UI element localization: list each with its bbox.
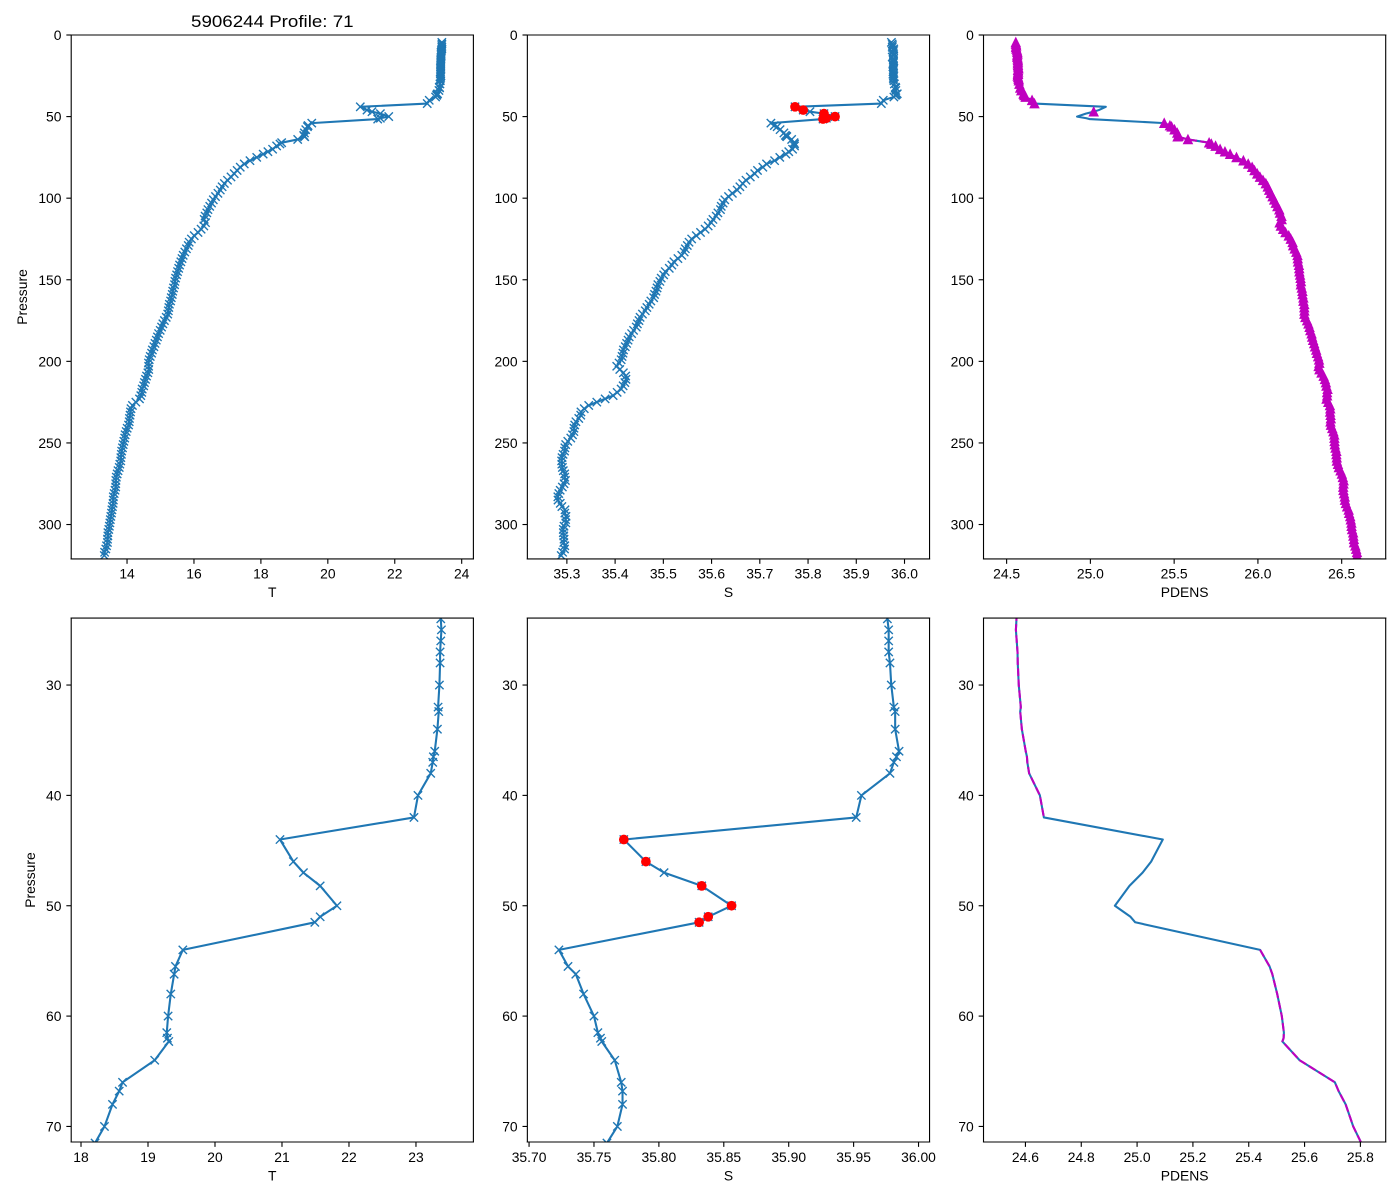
- svg-text:40: 40: [502, 787, 518, 803]
- svg-text:18: 18: [73, 1149, 89, 1165]
- svg-text:35.6: 35.6: [698, 566, 725, 582]
- svg-text:26.0: 26.0: [1244, 566, 1271, 582]
- svg-text:Pressure: Pressure: [22, 852, 38, 908]
- svg-text:22: 22: [387, 566, 403, 582]
- svg-text:300: 300: [951, 517, 974, 533]
- svg-text:25.6: 25.6: [1291, 1149, 1318, 1165]
- svg-text:20: 20: [207, 1149, 223, 1165]
- svg-text:35.9: 35.9: [843, 566, 870, 582]
- svg-text:25.4: 25.4: [1235, 1149, 1262, 1165]
- svg-text:200: 200: [494, 353, 517, 369]
- svg-text:35.70: 35.70: [512, 1149, 547, 1165]
- svg-text:26.5: 26.5: [1328, 566, 1355, 582]
- svg-text:S: S: [724, 584, 733, 600]
- svg-text:25.0: 25.0: [1077, 566, 1104, 582]
- svg-text:23: 23: [408, 1149, 424, 1165]
- svg-text:24: 24: [454, 566, 470, 582]
- svg-text:60: 60: [958, 1008, 974, 1024]
- svg-text:40: 40: [958, 787, 974, 803]
- svg-text:200: 200: [38, 353, 61, 369]
- svg-text:35.75: 35.75: [577, 1149, 612, 1165]
- svg-text:50: 50: [958, 898, 974, 914]
- svg-text:0: 0: [966, 27, 974, 43]
- svg-text:200: 200: [951, 353, 974, 369]
- svg-text:21: 21: [274, 1149, 290, 1165]
- svg-text:35.8: 35.8: [795, 566, 822, 582]
- svg-text:60: 60: [502, 1008, 518, 1024]
- svg-text:35.5: 35.5: [650, 566, 677, 582]
- svg-text:25.0: 25.0: [1124, 1149, 1151, 1165]
- svg-text:0: 0: [510, 27, 518, 43]
- svg-text:35.95: 35.95: [836, 1149, 871, 1165]
- svg-text:25.5: 25.5: [1161, 566, 1188, 582]
- svg-text:150: 150: [951, 272, 974, 288]
- svg-text:Pressure: Pressure: [14, 269, 30, 325]
- svg-text:0: 0: [54, 27, 62, 43]
- svg-text:14: 14: [119, 566, 135, 582]
- svg-text:50: 50: [502, 898, 518, 914]
- svg-text:70: 70: [502, 1118, 518, 1134]
- svg-text:18: 18: [253, 566, 269, 582]
- svg-text:24.6: 24.6: [1012, 1149, 1039, 1165]
- svg-text:T: T: [268, 584, 277, 600]
- svg-text:35.80: 35.80: [642, 1149, 677, 1165]
- svg-text:25.8: 25.8: [1347, 1149, 1374, 1165]
- svg-text:300: 300: [494, 517, 517, 533]
- svg-text:35.3: 35.3: [553, 566, 580, 582]
- svg-text:35.90: 35.90: [771, 1149, 806, 1165]
- svg-text:36.0: 36.0: [891, 566, 918, 582]
- svg-text:30: 30: [46, 677, 62, 693]
- svg-text:24.8: 24.8: [1068, 1149, 1095, 1165]
- svg-text:250: 250: [951, 435, 974, 451]
- svg-text:50: 50: [46, 109, 62, 125]
- svg-text:S: S: [724, 1167, 733, 1183]
- svg-text:150: 150: [494, 272, 517, 288]
- svg-text:25.2: 25.2: [1179, 1149, 1206, 1165]
- svg-text:50: 50: [958, 109, 974, 125]
- svg-text:35.85: 35.85: [706, 1149, 741, 1165]
- svg-text:24.5: 24.5: [993, 566, 1020, 582]
- svg-text:30: 30: [958, 677, 974, 693]
- svg-text:PDENS: PDENS: [1161, 1167, 1209, 1183]
- svg-text:16: 16: [186, 566, 202, 582]
- svg-text:T: T: [268, 1167, 277, 1183]
- svg-text:100: 100: [951, 190, 974, 206]
- svg-text:60: 60: [46, 1008, 62, 1024]
- svg-text:300: 300: [38, 517, 61, 533]
- svg-text:100: 100: [38, 190, 61, 206]
- svg-text:150: 150: [38, 272, 61, 288]
- svg-text:20: 20: [320, 566, 336, 582]
- svg-text:35.7: 35.7: [746, 566, 773, 582]
- svg-text:5906244 Profile: 71: 5906244 Profile: 71: [191, 12, 354, 31]
- svg-text:100: 100: [494, 190, 517, 206]
- svg-text:250: 250: [38, 435, 61, 451]
- svg-text:30: 30: [502, 677, 518, 693]
- svg-text:35.4: 35.4: [602, 566, 629, 582]
- svg-text:19: 19: [140, 1149, 156, 1165]
- svg-text:50: 50: [46, 898, 62, 914]
- svg-text:70: 70: [958, 1118, 974, 1134]
- svg-text:40: 40: [46, 787, 62, 803]
- svg-text:22: 22: [341, 1149, 357, 1165]
- svg-text:70: 70: [46, 1118, 62, 1134]
- svg-text:50: 50: [502, 109, 518, 125]
- svg-text:250: 250: [494, 435, 517, 451]
- svg-text:PDENS: PDENS: [1161, 584, 1209, 600]
- svg-text:36.00: 36.00: [901, 1149, 936, 1165]
